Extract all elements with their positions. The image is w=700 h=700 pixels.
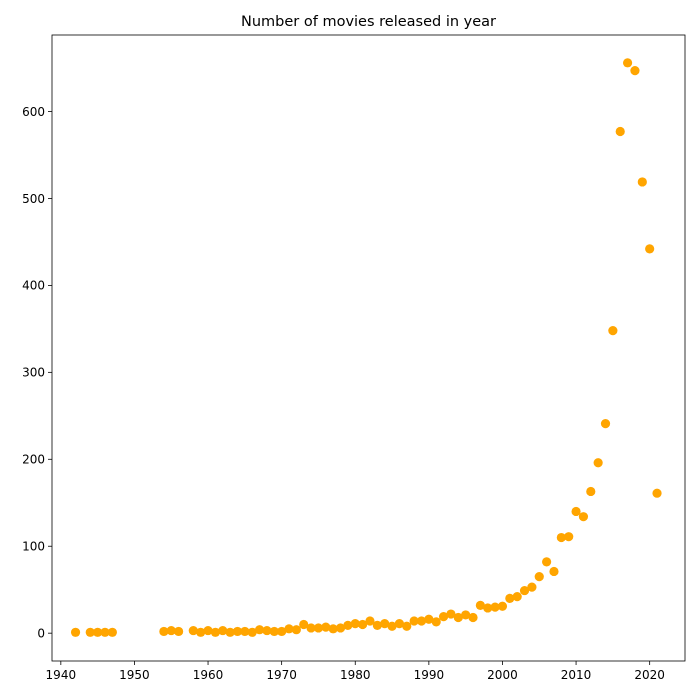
data-point bbox=[424, 614, 434, 624]
data-point bbox=[159, 626, 169, 637]
data-point bbox=[254, 625, 265, 635]
data-point bbox=[593, 458, 603, 468]
data-point bbox=[166, 625, 176, 636]
chart-title: Number of movies released in year bbox=[241, 14, 496, 30]
data-point bbox=[446, 609, 456, 619]
y-tick-label: 0 bbox=[37, 626, 45, 640]
y-tick-label: 500 bbox=[22, 192, 45, 206]
x-tick-label: 1940 bbox=[46, 668, 77, 682]
data-point bbox=[608, 326, 618, 336]
x-tick-label: 1950 bbox=[119, 668, 150, 682]
data-point bbox=[483, 603, 493, 613]
data-point bbox=[431, 617, 441, 627]
data-point bbox=[387, 621, 397, 631]
data-point bbox=[402, 621, 412, 631]
data-point bbox=[453, 612, 463, 623]
y-tick-label: 600 bbox=[22, 105, 45, 119]
data-point bbox=[622, 58, 633, 68]
data-point bbox=[93, 627, 103, 637]
data-point bbox=[505, 593, 515, 604]
y-tick-label: 300 bbox=[22, 366, 45, 380]
data-point bbox=[549, 566, 559, 577]
data-point bbox=[380, 619, 390, 629]
data-point bbox=[343, 620, 353, 630]
data-point bbox=[291, 625, 301, 635]
x-tick-label: 1960 bbox=[193, 668, 224, 682]
data-point bbox=[519, 585, 530, 596]
data-point bbox=[240, 626, 250, 637]
x-tick-label: 1980 bbox=[340, 668, 371, 682]
data-point bbox=[394, 619, 405, 629]
data-point bbox=[269, 626, 279, 637]
plot-area: 1940 1950 1960 1970 1980 1990 2000 2010 2020 0 100… bbox=[22, 34, 686, 682]
data-point bbox=[409, 616, 419, 626]
data-point bbox=[512, 592, 522, 602]
data-point bbox=[468, 612, 478, 623]
data-point bbox=[203, 625, 213, 636]
y-tick-label: 400 bbox=[22, 279, 45, 293]
data-point bbox=[438, 612, 449, 622]
data-point bbox=[225, 627, 235, 637]
data-point bbox=[210, 627, 220, 637]
data-point bbox=[70, 627, 81, 637]
data-point bbox=[350, 619, 360, 629]
data-point bbox=[645, 244, 655, 254]
data-point bbox=[527, 582, 537, 592]
data-point bbox=[564, 532, 574, 542]
data-point bbox=[284, 624, 294, 634]
data-point bbox=[461, 610, 471, 620]
data-point bbox=[578, 512, 589, 522]
x-tick-label: 2000 bbox=[487, 668, 518, 682]
data-point bbox=[107, 627, 117, 637]
data-point bbox=[637, 177, 647, 187]
data-point bbox=[416, 616, 427, 626]
data-point bbox=[328, 624, 338, 634]
data-point bbox=[497, 601, 508, 611]
data-point bbox=[85, 627, 95, 637]
data-point bbox=[534, 572, 544, 582]
data-point bbox=[586, 486, 596, 497]
y-tick-label: 100 bbox=[22, 540, 45, 554]
data-point bbox=[365, 616, 375, 626]
data-point bbox=[615, 126, 625, 137]
data-point bbox=[306, 623, 316, 633]
axes-frame bbox=[51, 34, 686, 662]
x-tick-label: 1970 bbox=[266, 668, 297, 682]
data-point bbox=[174, 626, 184, 637]
data-point bbox=[335, 623, 346, 633]
data-point bbox=[313, 623, 324, 633]
data-point bbox=[372, 620, 382, 630]
data-point bbox=[542, 557, 552, 567]
data-point bbox=[196, 627, 206, 637]
data-point bbox=[247, 627, 257, 637]
data-point bbox=[490, 602, 500, 612]
x-tick-label: 1990 bbox=[414, 668, 445, 682]
data-point bbox=[277, 626, 287, 637]
data-point bbox=[188, 625, 198, 636]
x-tick-label: 2010 bbox=[561, 668, 592, 682]
data-point bbox=[571, 506, 581, 517]
data-point bbox=[100, 627, 110, 637]
data-point bbox=[358, 619, 368, 630]
data-point bbox=[630, 66, 640, 76]
y-tick-label: 200 bbox=[22, 453, 45, 467]
x-tick-label: 2020 bbox=[634, 668, 665, 682]
data-point bbox=[218, 625, 228, 636]
data-point bbox=[556, 532, 566, 543]
data-point bbox=[321, 622, 331, 632]
data-point bbox=[262, 625, 272, 636]
data-point bbox=[232, 626, 243, 637]
data-point bbox=[475, 600, 485, 610]
data-point bbox=[652, 488, 662, 498]
data-point bbox=[299, 619, 309, 630]
data-point bbox=[600, 419, 611, 429]
